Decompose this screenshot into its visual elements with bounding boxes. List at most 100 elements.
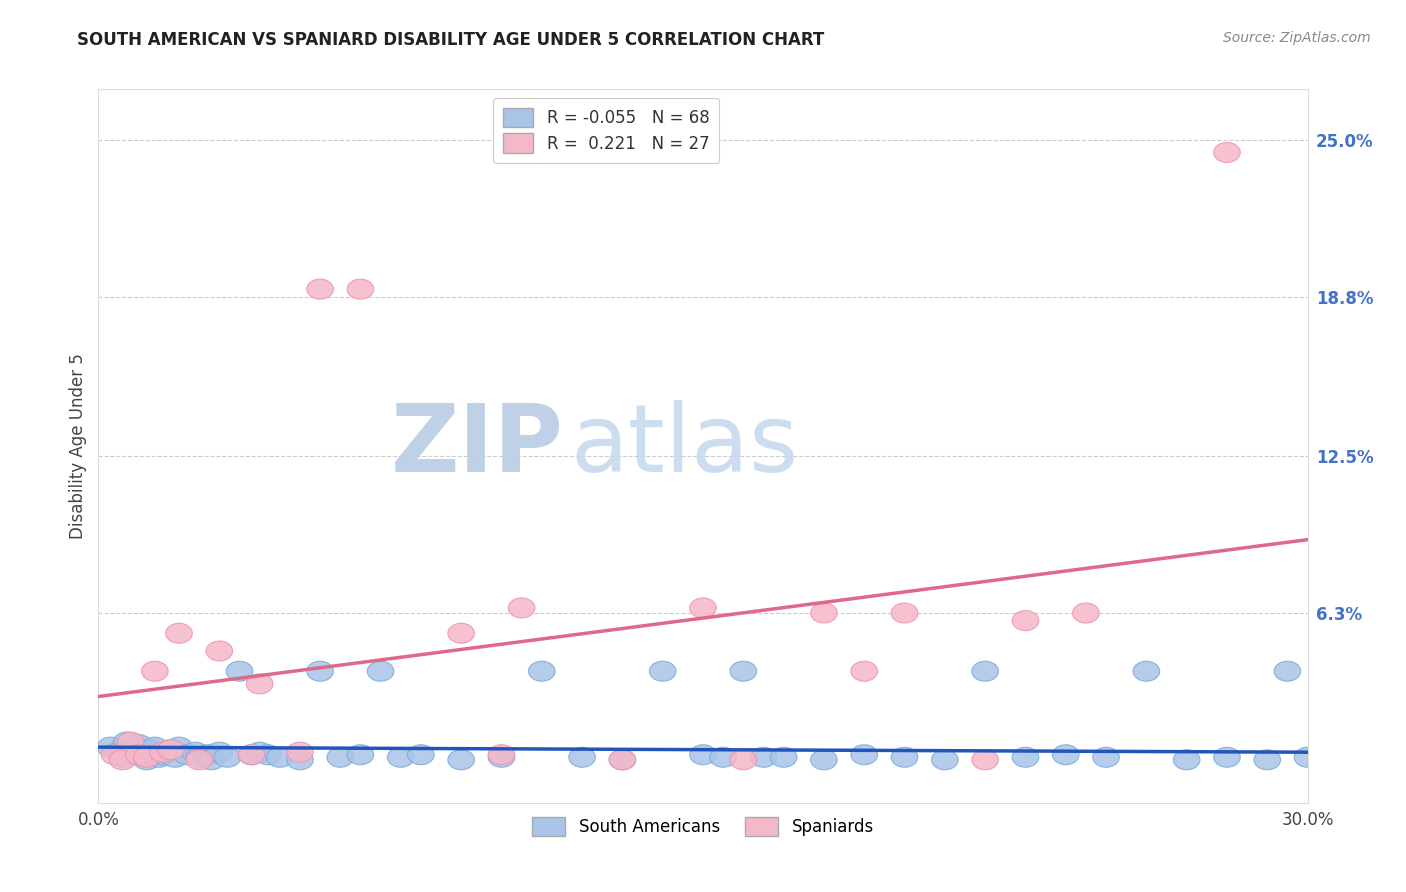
- Ellipse shape: [690, 745, 716, 764]
- Ellipse shape: [1375, 750, 1402, 770]
- Ellipse shape: [110, 750, 136, 770]
- Ellipse shape: [246, 742, 273, 762]
- Ellipse shape: [1213, 747, 1240, 767]
- Ellipse shape: [347, 745, 374, 764]
- Ellipse shape: [105, 742, 132, 762]
- Ellipse shape: [181, 742, 208, 762]
- Ellipse shape: [891, 603, 918, 623]
- Ellipse shape: [1133, 661, 1160, 681]
- Ellipse shape: [1274, 661, 1301, 681]
- Ellipse shape: [186, 747, 212, 767]
- Ellipse shape: [121, 745, 148, 764]
- Ellipse shape: [246, 673, 273, 694]
- Ellipse shape: [142, 661, 169, 681]
- Ellipse shape: [449, 750, 474, 770]
- Ellipse shape: [149, 745, 176, 764]
- Ellipse shape: [166, 624, 193, 643]
- Ellipse shape: [194, 745, 221, 764]
- Ellipse shape: [932, 750, 957, 770]
- Ellipse shape: [117, 732, 143, 752]
- Ellipse shape: [770, 747, 797, 767]
- Ellipse shape: [1315, 750, 1341, 770]
- Ellipse shape: [347, 279, 374, 299]
- Y-axis label: Disability Age Under 5: Disability Age Under 5: [69, 353, 87, 539]
- Ellipse shape: [488, 745, 515, 764]
- Ellipse shape: [328, 747, 353, 767]
- Ellipse shape: [972, 750, 998, 770]
- Ellipse shape: [174, 745, 201, 764]
- Ellipse shape: [710, 747, 737, 767]
- Ellipse shape: [1073, 603, 1099, 623]
- Ellipse shape: [125, 745, 152, 764]
- Ellipse shape: [690, 598, 716, 618]
- Ellipse shape: [287, 742, 314, 762]
- Ellipse shape: [149, 742, 176, 762]
- Ellipse shape: [166, 737, 193, 757]
- Ellipse shape: [207, 742, 232, 762]
- Ellipse shape: [157, 739, 184, 760]
- Ellipse shape: [238, 745, 264, 764]
- Text: Source: ZipAtlas.com: Source: ZipAtlas.com: [1223, 31, 1371, 45]
- Ellipse shape: [488, 747, 515, 767]
- Ellipse shape: [186, 750, 212, 770]
- Ellipse shape: [972, 661, 998, 681]
- Ellipse shape: [125, 735, 152, 755]
- Ellipse shape: [1254, 750, 1281, 770]
- Ellipse shape: [307, 279, 333, 299]
- Ellipse shape: [730, 750, 756, 770]
- Ellipse shape: [162, 747, 188, 767]
- Ellipse shape: [811, 603, 837, 623]
- Ellipse shape: [1012, 611, 1039, 631]
- Ellipse shape: [146, 747, 172, 767]
- Ellipse shape: [117, 739, 143, 760]
- Ellipse shape: [730, 661, 756, 681]
- Ellipse shape: [1395, 747, 1406, 767]
- Ellipse shape: [214, 747, 240, 767]
- Ellipse shape: [529, 661, 555, 681]
- Ellipse shape: [851, 661, 877, 681]
- Ellipse shape: [367, 661, 394, 681]
- Ellipse shape: [287, 750, 314, 770]
- Ellipse shape: [134, 750, 160, 770]
- Ellipse shape: [609, 750, 636, 770]
- Ellipse shape: [1053, 745, 1078, 764]
- Ellipse shape: [408, 745, 434, 764]
- Ellipse shape: [138, 739, 165, 760]
- Ellipse shape: [509, 598, 534, 618]
- Ellipse shape: [207, 641, 232, 661]
- Ellipse shape: [153, 742, 180, 762]
- Ellipse shape: [650, 661, 676, 681]
- Ellipse shape: [254, 745, 281, 764]
- Ellipse shape: [609, 750, 636, 770]
- Ellipse shape: [110, 747, 136, 767]
- Ellipse shape: [226, 661, 253, 681]
- Ellipse shape: [238, 745, 264, 764]
- Ellipse shape: [569, 747, 595, 767]
- Ellipse shape: [198, 750, 225, 770]
- Ellipse shape: [267, 747, 292, 767]
- Ellipse shape: [851, 745, 877, 764]
- Ellipse shape: [1012, 747, 1039, 767]
- Ellipse shape: [449, 624, 474, 643]
- Ellipse shape: [134, 747, 160, 767]
- Ellipse shape: [1334, 745, 1361, 764]
- Ellipse shape: [1295, 747, 1320, 767]
- Text: ZIP: ZIP: [391, 400, 564, 492]
- Ellipse shape: [388, 747, 413, 767]
- Text: SOUTH AMERICAN VS SPANIARD DISABILITY AGE UNDER 5 CORRELATION CHART: SOUTH AMERICAN VS SPANIARD DISABILITY AG…: [77, 31, 824, 49]
- Ellipse shape: [97, 737, 124, 757]
- Ellipse shape: [114, 732, 141, 752]
- Ellipse shape: [1213, 143, 1240, 162]
- Legend: South Americans, Spaniards: South Americans, Spaniards: [524, 808, 882, 845]
- Ellipse shape: [811, 750, 837, 770]
- Ellipse shape: [129, 742, 156, 762]
- Ellipse shape: [1174, 750, 1199, 770]
- Ellipse shape: [142, 737, 169, 757]
- Text: atlas: atlas: [569, 400, 799, 492]
- Ellipse shape: [891, 747, 918, 767]
- Ellipse shape: [751, 747, 776, 767]
- Ellipse shape: [1355, 747, 1381, 767]
- Ellipse shape: [1092, 747, 1119, 767]
- Ellipse shape: [307, 661, 333, 681]
- Ellipse shape: [157, 739, 184, 760]
